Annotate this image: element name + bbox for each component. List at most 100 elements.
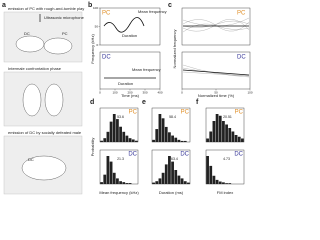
bar (174, 137, 178, 142)
bar (103, 138, 107, 142)
x-tick-label: 0 (181, 90, 183, 94)
annotation: Mean frequency (138, 9, 167, 14)
bar (125, 135, 129, 142)
bar (209, 165, 213, 184)
x-tick-label: 100 (112, 90, 117, 94)
bar (119, 126, 122, 142)
bar (158, 114, 162, 142)
series-label: DC (237, 55, 246, 61)
axes (181, 7, 251, 46)
scene-label: DC (24, 31, 30, 36)
bar (225, 124, 228, 142)
bar (180, 140, 184, 142)
bar (100, 182, 103, 184)
bar (119, 181, 122, 184)
bar (215, 179, 219, 184)
rat (22, 83, 42, 117)
bar (135, 140, 138, 142)
bar (158, 178, 162, 184)
series-label: PC (102, 11, 111, 17)
bar (100, 140, 103, 142)
caption: emission of DC by socially defeated male (8, 130, 82, 135)
bar (128, 138, 132, 142)
bar (112, 114, 116, 142)
series-label: DC (234, 152, 243, 158)
series-label: DC (102, 55, 111, 61)
bar (109, 161, 113, 184)
rat (21, 155, 67, 181)
x-label: Normalized time (%) (198, 93, 235, 98)
bar (116, 178, 119, 184)
x-tick-label: 50 (214, 90, 218, 94)
bar (122, 182, 126, 184)
panel-label: d (90, 99, 94, 106)
bar (164, 126, 168, 142)
bar (237, 136, 241, 142)
series-label: DC (128, 152, 137, 158)
bar (161, 172, 165, 184)
bar (228, 183, 232, 184)
x-label: Duration (ms) (159, 190, 184, 195)
bar (234, 135, 238, 142)
bar (225, 183, 228, 184)
x-tick-label: 300 (142, 90, 147, 94)
bar (152, 182, 155, 184)
y-tick-label: 50 (95, 24, 99, 28)
scene-label: PC (62, 31, 68, 36)
panel-label: a (2, 2, 6, 9)
bar (212, 121, 216, 142)
bar (109, 121, 113, 142)
bar (209, 131, 213, 142)
bar (164, 164, 168, 184)
annotation: Duration (118, 81, 133, 86)
bar (112, 172, 116, 184)
bar (218, 115, 222, 142)
bar (215, 114, 219, 142)
bar (180, 178, 184, 184)
x-tick-label: 100 (247, 90, 252, 94)
figure: a emission of PC with rough-and-tumble p… (2, 2, 253, 195)
bar (206, 156, 209, 184)
bar (155, 129, 159, 142)
annotation: 763.4 (169, 157, 178, 161)
scene-label: DC (28, 157, 34, 162)
bar (168, 156, 171, 184)
series-label: PC (129, 110, 138, 116)
bar (161, 118, 165, 142)
bar (177, 139, 181, 142)
bar (183, 140, 187, 142)
bar (218, 181, 222, 184)
x-label: FM index (217, 190, 233, 195)
bar (106, 131, 110, 142)
annotation: 20.51 (223, 115, 232, 119)
y-label: Probability (90, 138, 95, 157)
traces (182, 17, 250, 78)
mean-trace (182, 69, 250, 76)
axes (99, 149, 139, 185)
rat (44, 83, 64, 117)
caption: emission of PC with rough-and-tumble pla… (8, 6, 84, 11)
y-tick-label: 0 (96, 43, 98, 47)
bar (177, 175, 181, 184)
rat (15, 35, 45, 53)
panel-label: b (88, 2, 92, 9)
annotation: 53.6 (117, 115, 124, 119)
bar (106, 156, 110, 184)
bar (187, 182, 190, 184)
series-label: PC (237, 11, 246, 17)
bar (131, 139, 135, 142)
bar (212, 175, 216, 184)
scene (3, 11, 83, 63)
bar (122, 131, 126, 142)
bar (171, 161, 174, 184)
annotation: Mean frequency (132, 67, 161, 72)
series-label: PC (181, 110, 190, 116)
bar (103, 174, 107, 184)
scene-label: Ultrasonic microphone (44, 15, 85, 20)
x-tick-label: 400 (157, 90, 162, 94)
spectrogram (103, 17, 145, 33)
y-tick-label: 100 (93, 6, 98, 10)
rat (43, 37, 73, 55)
bar (222, 182, 225, 184)
annotation: 21.3 (117, 157, 124, 161)
